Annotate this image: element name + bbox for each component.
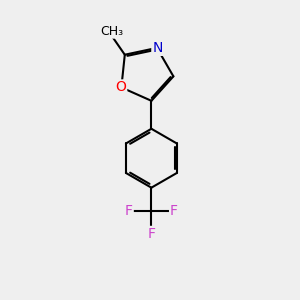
Text: N: N	[152, 41, 163, 55]
Text: CH₃: CH₃	[100, 25, 123, 38]
Text: F: F	[170, 204, 178, 218]
Text: F: F	[147, 227, 155, 241]
Text: O: O	[115, 80, 126, 94]
Text: F: F	[125, 204, 133, 218]
